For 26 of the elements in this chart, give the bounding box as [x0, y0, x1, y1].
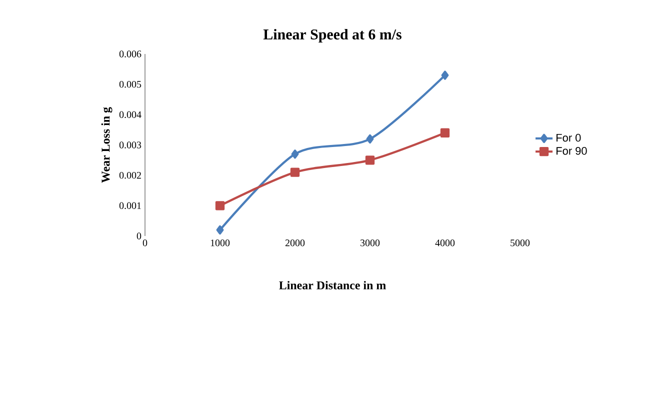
point [215, 201, 225, 210]
point [290, 168, 300, 177]
legend-label: For 0 [556, 134, 581, 142]
y-tick-label: 0.004 [119, 111, 142, 118]
x-tick-label: 2000 [285, 240, 305, 246]
point [441, 70, 449, 80]
point [366, 134, 374, 144]
y-tick-label: 0.003 [119, 142, 142, 148]
x-tick-label: 5000 [510, 240, 530, 246]
point [291, 150, 299, 159]
y-tick-label: 0.005 [119, 80, 142, 88]
x-tick-label: 4000 [435, 240, 455, 246]
chart-title: Linear Speed at 6 m/s [263, 28, 402, 43]
x-tick-label: 0 [142, 240, 148, 246]
y-tick-label: 0.001 [119, 202, 141, 210]
y-tick-label: 0.002 [119, 172, 141, 179]
y-axis-title: Wear Loss in g [101, 107, 112, 183]
y-tick-label: 0.006 [119, 50, 142, 58]
point [440, 128, 450, 138]
x-tick-label: 3000 [360, 240, 380, 246]
y-tick-label: 0 [136, 232, 142, 240]
x-tick-label: 1000 [210, 240, 230, 246]
x-axis-title: Linear Distance in m [279, 280, 386, 290]
legend-label: For 90 [556, 147, 587, 155]
point [216, 225, 224, 235]
point [365, 156, 375, 165]
